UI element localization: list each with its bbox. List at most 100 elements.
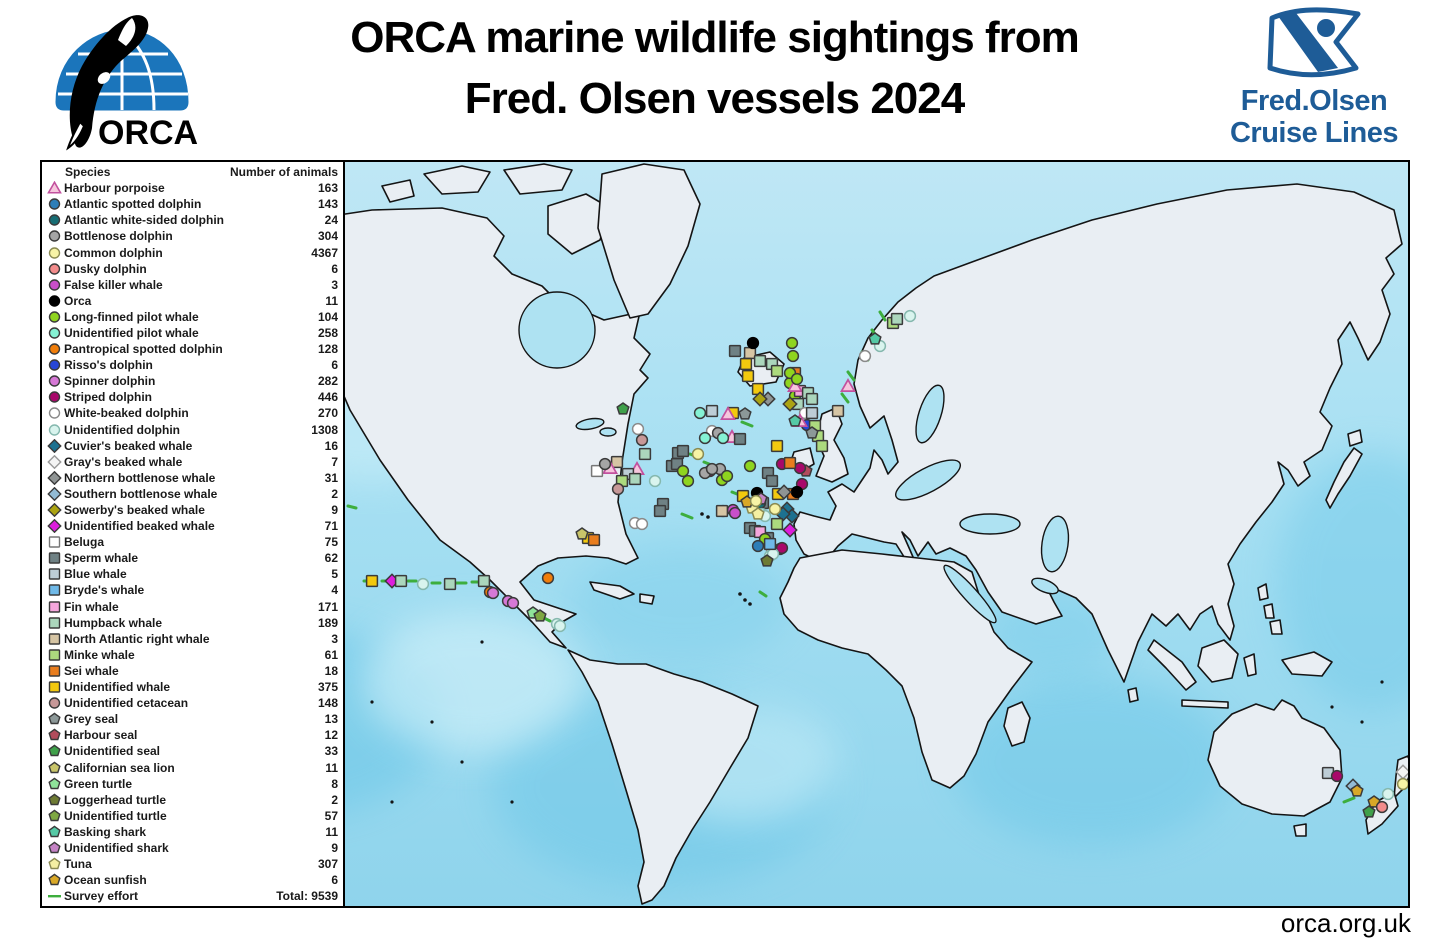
sighting-marker-striped-dolphin bbox=[775, 541, 789, 555]
species-name: False killer whale bbox=[64, 277, 163, 292]
species-name: Bottlenose dolphin bbox=[64, 229, 173, 244]
blue-whale-square-icon bbox=[47, 567, 62, 581]
sighting-marker-unidentified-dolphin bbox=[553, 619, 567, 633]
land-south-america bbox=[567, 649, 759, 905]
sighting-marker-spinner-dolphin bbox=[486, 586, 500, 600]
sighting-marker-sei-whale bbox=[587, 533, 601, 547]
legend-row-harbour-porpoise: Harbour porpoise 163 bbox=[47, 180, 338, 196]
species-count: 33 bbox=[324, 744, 338, 759]
sperm-whale-square-icon bbox=[47, 551, 62, 565]
sighting-marker-north-atlantic-right-whale bbox=[610, 455, 624, 469]
species-name: Unidentified pilot whale bbox=[64, 325, 199, 340]
sighting-marker-unidentified-seal bbox=[616, 402, 630, 415]
legend-row-californian-sea-lion: Californian sea lion 11 bbox=[47, 759, 338, 775]
unidentified-whale-square-icon bbox=[47, 680, 62, 694]
legend-row-sperm-whale: Sperm whale 62 bbox=[47, 550, 338, 566]
sighting-marker-sperm-whale bbox=[765, 474, 779, 488]
species-name: Atlantic spotted dolphin bbox=[64, 197, 202, 212]
sighting-marker-humpback-whale bbox=[394, 574, 408, 588]
sighting-marker-bottlenose-dolphin bbox=[598, 457, 612, 471]
species-name: Harbour porpoise bbox=[64, 181, 165, 196]
fred-olsen-logo: Fred.Olsen Cruise Lines bbox=[1209, 6, 1419, 156]
legend-row-unidentified-beaked-whale: Unidentified beaked whale 71 bbox=[47, 518, 338, 534]
legend-row-bottlenose-dolphin: Bottlenose dolphin 304 bbox=[47, 228, 338, 244]
caspian-sea bbox=[1040, 515, 1070, 573]
sighting-marker-northern-bottlenose-whale bbox=[776, 484, 792, 500]
sighting-marker-grays-beaked-whale bbox=[1395, 764, 1408, 780]
sighting-marker-unidentified-beaked-whale bbox=[782, 522, 798, 538]
sighting-marker-humpback-whale bbox=[753, 354, 767, 368]
legend-row-striped-dolphin: Striped dolphin 446 bbox=[47, 389, 338, 405]
orca-silhouette bbox=[69, 15, 149, 148]
beluga-square-icon bbox=[47, 535, 62, 549]
sighting-marker-harbour-porpoise bbox=[787, 378, 803, 392]
species-count: 2 bbox=[331, 486, 338, 501]
sighting-marker-unidentified-turtle bbox=[533, 609, 547, 622]
sighting-marker-north-atlantic-right-whale bbox=[715, 504, 729, 518]
species-name: Orca bbox=[64, 293, 92, 308]
legend-row-unidentified-turtle: Unidentified turtle 57 bbox=[47, 808, 338, 824]
survey-effort-label: Survey effort bbox=[64, 889, 139, 904]
legend-row-unidentified-cetacean: Unidentified cetacean 148 bbox=[47, 695, 338, 711]
legend-row-minke-whale: Minke whale 61 bbox=[47, 647, 338, 663]
sighting-marker-humpback-whale bbox=[638, 447, 652, 461]
species-name: Common dolphin bbox=[64, 245, 163, 260]
sighting-marker-unidentified-pilot-whale bbox=[716, 431, 730, 445]
legend-row-unidentified-pilot-whale: Unidentified pilot whale 258 bbox=[47, 325, 338, 341]
atlantic-spotted-dolphin-circle-icon bbox=[47, 197, 62, 211]
legend-row-northern-bottlenose-whale: Northern bottlenose whale 31 bbox=[47, 470, 338, 486]
sighting-marker-sowerbys-beaked-whale bbox=[782, 396, 798, 412]
pantropical-spotted-dolphin-circle-icon bbox=[47, 342, 62, 356]
sighting-marker-common-dolphin bbox=[1396, 777, 1408, 791]
sighting-marker-common-dolphin bbox=[768, 502, 782, 516]
sighting-marker-basking-shark bbox=[868, 332, 882, 345]
cuviers-beaked-whale-diamond-icon bbox=[47, 438, 62, 453]
sighting-marker-unidentified-dolphin bbox=[1381, 787, 1395, 801]
legend-row-basking-shark: Basking shark 11 bbox=[47, 824, 338, 840]
sighting-marker-minke-whale bbox=[815, 439, 829, 453]
sighting-marker-striped-dolphin bbox=[1330, 769, 1344, 783]
species-name: Green turtle bbox=[64, 776, 133, 791]
species-count: 148 bbox=[317, 696, 338, 711]
land-greenland bbox=[597, 163, 701, 319]
sighting-marker-atlantic-spotted-dolphin bbox=[751, 539, 765, 553]
page-title: ORCA marine wildlife sightings from Fred… bbox=[240, 8, 1189, 129]
sighting-marker-long-finned-pilot-whale bbox=[676, 464, 690, 478]
sighting-marker-unidentified-whale bbox=[739, 357, 753, 371]
species-count: 9 bbox=[331, 840, 338, 855]
baltic-sea bbox=[895, 459, 961, 501]
species-count: 128 bbox=[317, 342, 338, 357]
legend-row-unidentified-dolphin: Unidentified dolphin 1308 bbox=[47, 422, 338, 438]
rissos-dolphin-circle-icon bbox=[47, 358, 62, 372]
legend-row-ocean-sunfish: Ocean sunfish 6 bbox=[47, 872, 338, 888]
legend-row-tuna: Tuna 307 bbox=[47, 856, 338, 872]
legend-row-rissos-dolphin: Risso's dolphin 6 bbox=[47, 357, 338, 373]
legend-row-fin-whale: Fin whale 171 bbox=[47, 599, 338, 615]
sighting-marker-sperm-whale bbox=[676, 444, 690, 458]
sighting-marker-long-finned-pilot-whale bbox=[720, 469, 734, 483]
species-count: 62 bbox=[324, 551, 338, 566]
sighting-marker-humpback-whale bbox=[443, 577, 457, 591]
red-sea bbox=[943, 564, 997, 624]
land-baffin bbox=[547, 193, 611, 255]
sighting-marker-blue-whale bbox=[805, 406, 819, 420]
species-name: Cuvier's beaked whale bbox=[64, 438, 193, 453]
species-name: Unidentified dolphin bbox=[64, 422, 180, 437]
persian-gulf bbox=[1031, 577, 1059, 595]
website-url: orca.org.uk bbox=[1280, 908, 1411, 938]
minke-whale-square-icon bbox=[47, 648, 62, 662]
species-count: 375 bbox=[317, 680, 338, 695]
species-count: 12 bbox=[324, 728, 338, 743]
legend-row-dusky-dolphin: Dusky dolphin 6 bbox=[47, 261, 338, 277]
false-killer-whale-circle-icon bbox=[47, 278, 62, 292]
sighting-marker-long-finned-pilot-whale bbox=[786, 349, 800, 363]
species-count: 6 bbox=[331, 873, 338, 888]
species-count: 57 bbox=[324, 808, 338, 823]
species-name: Grey seal bbox=[64, 712, 119, 727]
species-name: Sei whale bbox=[64, 663, 119, 678]
species-name: Striped dolphin bbox=[64, 390, 152, 405]
land-eurasia bbox=[793, 183, 1403, 683]
legend-row-brydes-whale: Bryde's whale 4 bbox=[47, 582, 338, 598]
grey-seal-pentagon-icon bbox=[47, 712, 62, 726]
sighting-marker-dusky-dolphin bbox=[1375, 800, 1389, 814]
